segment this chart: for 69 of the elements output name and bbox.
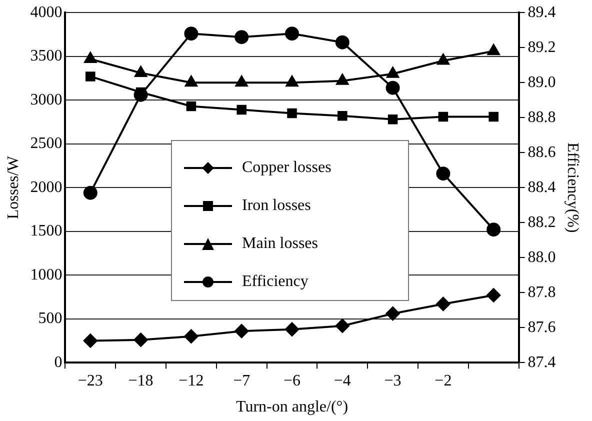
- x-tick-label: −18: [128, 372, 154, 390]
- point: [438, 112, 448, 122]
- y2-tick-label: 88.8: [528, 108, 556, 126]
- point: [338, 110, 348, 121]
- y-axis-title: Losses/W: [4, 155, 22, 220]
- y-tick-label: 3000: [30, 91, 62, 108]
- x-tick-label: −6: [283, 372, 301, 390]
- point: [386, 306, 400, 321]
- point: [184, 26, 198, 41]
- y-tick-label: 2000: [30, 178, 62, 196]
- y-tick-label: 3500: [30, 48, 62, 65]
- point: [336, 74, 349, 85]
- y2-tick-label: 89.2: [528, 38, 556, 56]
- point: [335, 318, 350, 333]
- y2-tick-label: 87.4: [528, 354, 556, 371]
- point: [83, 334, 98, 348]
- y2-tick-label: 88.6: [528, 144, 556, 161]
- x-tick-label: −7: [233, 372, 250, 390]
- y-tick-label: 4000: [30, 4, 62, 21]
- point: [437, 54, 450, 65]
- legend-label: Copper losses: [242, 159, 332, 177]
- y2-tick-label: 89.4: [528, 4, 556, 21]
- legend-label: Iron losses: [242, 197, 311, 215]
- y2-tick-label: 88.2: [528, 214, 556, 231]
- point: [186, 101, 196, 112]
- point: [488, 112, 498, 122]
- point: [234, 324, 249, 338]
- point: [335, 35, 350, 50]
- point: [184, 329, 198, 344]
- point: [285, 322, 299, 336]
- point: [234, 30, 249, 44]
- point: [285, 26, 299, 41]
- point: [436, 296, 450, 311]
- point: [486, 222, 501, 237]
- point: [236, 104, 246, 115]
- point: [287, 108, 297, 118]
- x-tick-label: −2: [434, 372, 452, 390]
- x-axis-title: Turn-on angle/(°): [236, 398, 348, 416]
- x-tick-label: −3: [384, 372, 402, 390]
- point: [86, 72, 96, 82]
- y2-tick-label: 88.4: [528, 178, 556, 196]
- x-tick-label: −12: [178, 372, 204, 390]
- point: [83, 186, 98, 200]
- y2-tick-label: 88.0: [528, 248, 556, 266]
- y2-tick-label: 89.0: [528, 74, 556, 91]
- legend-label: Main losses: [242, 235, 318, 253]
- point: [134, 66, 147, 77]
- y-tick-label: 1000: [30, 266, 62, 284]
- y-tick-label: 1500: [30, 222, 62, 240]
- x-tick-label: −4: [334, 372, 351, 390]
- point: [286, 76, 298, 87]
- y-tick-label: 0: [54, 354, 62, 371]
- point: [84, 52, 97, 63]
- x-tick-label: −23: [78, 372, 103, 390]
- point: [386, 80, 400, 95]
- y-tick-label: 2500: [30, 135, 62, 152]
- point: [436, 166, 450, 181]
- y2-axis-title: Efficiency(%): [564, 142, 582, 233]
- point: [185, 76, 198, 87]
- y2-tick-label: 87.6: [528, 318, 556, 336]
- point: [235, 76, 248, 87]
- y-tick-label: 500: [38, 310, 62, 328]
- point: [134, 332, 148, 347]
- point: [388, 114, 398, 124]
- y2-tick-label: 87.8: [528, 284, 556, 301]
- point: [486, 288, 501, 302]
- point: [386, 66, 399, 78]
- point: [487, 44, 500, 56]
- legend-label: Efficiency: [242, 273, 308, 291]
